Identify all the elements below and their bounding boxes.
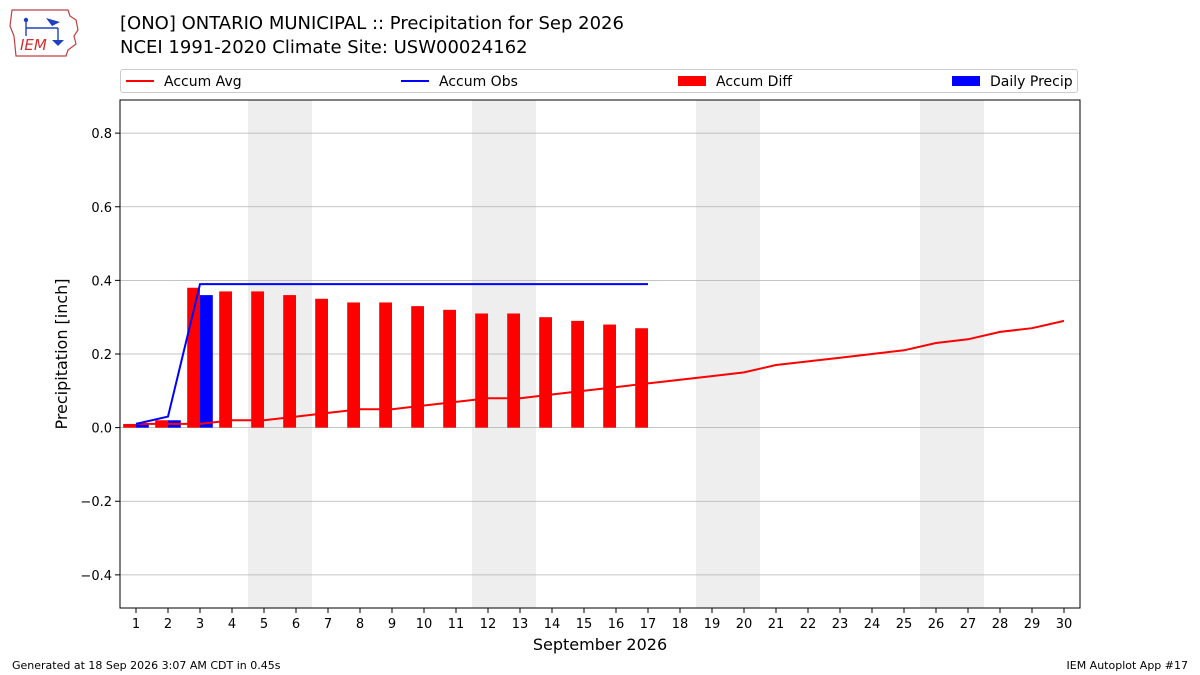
ytick-label-5: 0.6 — [91, 201, 112, 216]
xtick-label-26: 26 — [928, 617, 945, 632]
accum-diff-bar-10 — [411, 306, 424, 428]
accum-diff-bar-15 — [571, 320, 584, 428]
xtick-label-9: 9 — [388, 617, 396, 632]
legend-entry-accum-diff: Accum Diff — [678, 73, 792, 91]
x-axis-label: September 2026 — [533, 635, 667, 654]
xtick-label-11: 11 — [448, 617, 465, 632]
accum-diff-bar-6 — [283, 295, 296, 428]
accum-diff-bar-11 — [443, 309, 456, 428]
ytick-label-3: 0.2 — [91, 348, 112, 363]
xtick-label-7: 7 — [324, 617, 332, 632]
xtick-label-3: 3 — [196, 617, 204, 632]
generated-timestamp: Generated at 18 Sep 2026 3:07 AM CDT in … — [12, 659, 281, 672]
accum-diff-bar-4 — [219, 291, 232, 428]
accum-diff-bar-12 — [475, 313, 488, 428]
app-label: IEM Autoplot App #17 — [1066, 659, 1189, 672]
ytick-label-1: −0.2 — [80, 495, 112, 510]
xtick-label-5: 5 — [260, 617, 268, 632]
legend-swatch-accum-avg — [126, 80, 154, 82]
xtick-label-27: 27 — [960, 617, 977, 632]
xtick-label-25: 25 — [896, 617, 913, 632]
xtick-label-16: 16 — [608, 617, 625, 632]
iem-logo: IEM — [8, 6, 82, 60]
accum-diff-bar-13 — [507, 313, 520, 428]
legend-label-accum-obs: Accum Obs — [439, 74, 518, 90]
xtick-label-19: 19 — [704, 617, 721, 632]
xtick-label-15: 15 — [576, 617, 593, 632]
legend-swatch-accum-obs — [401, 80, 429, 82]
accum-diff-bar-17 — [635, 328, 648, 428]
xtick-label-4: 4 — [228, 617, 236, 632]
accum-avg-line — [136, 319, 1065, 425]
daily-precip-bar-1 — [136, 423, 149, 428]
xtick-label-8: 8 — [356, 617, 364, 632]
xtick-label-22: 22 — [800, 617, 817, 632]
xtick-label-17: 17 — [640, 617, 657, 632]
xtick-label-29: 29 — [1024, 617, 1041, 632]
xtick-label-13: 13 — [512, 617, 529, 632]
legend-swatch-daily-precip — [952, 76, 980, 86]
legend-entry-accum-avg: Accum Avg — [126, 73, 242, 91]
legend-entry-daily-precip: Daily Precip — [952, 73, 1073, 91]
xtick-label-23: 23 — [832, 617, 849, 632]
xtick-label-1: 1 — [132, 617, 140, 632]
legend-label-accum-avg: Accum Avg — [164, 74, 242, 90]
legend-entry-accum-obs: Accum Obs — [401, 73, 518, 91]
accum-diff-bar-1 — [123, 423, 136, 428]
accum-diff-bar-8 — [347, 302, 360, 428]
daily-precip-bar-3 — [200, 295, 213, 428]
xtick-label-21: 21 — [768, 617, 785, 632]
xtick-label-24: 24 — [864, 617, 881, 632]
accum-diff-bar-5 — [251, 291, 264, 428]
ytick-label-4: 0.4 — [91, 274, 112, 289]
ytick-label-6: 0.8 — [91, 127, 112, 142]
ytick-label-0: −0.4 — [80, 569, 112, 584]
ytick-label-2: 0.0 — [91, 422, 112, 437]
chart-title: [ONO] ONTARIO MUNICIPAL :: Precipitation… — [120, 13, 624, 34]
accum-diff-bar-9 — [379, 302, 392, 428]
accum-diff-bar-16 — [603, 324, 616, 428]
legend: Accum Avg Accum Obs Accum Diff Daily Pre… — [120, 69, 1078, 93]
xtick-label-6: 6 — [292, 617, 300, 632]
legend-label-accum-diff: Accum Diff — [716, 74, 793, 90]
xtick-label-12: 12 — [480, 617, 497, 632]
xtick-label-10: 10 — [416, 617, 433, 632]
xtick-label-18: 18 — [672, 617, 689, 632]
legend-swatch-accum-diff — [678, 76, 706, 86]
legend-label-daily-precip: Daily Precip — [990, 74, 1073, 90]
chart-subtitle: NCEI 1991-2020 Climate Site: USW00024162 — [120, 37, 528, 58]
xtick-label-20: 20 — [736, 617, 753, 632]
y-axis-label: Precipitation [inch] — [52, 278, 71, 429]
accum-diff-bar-14 — [539, 317, 552, 428]
logo-text: IEM — [20, 36, 47, 54]
accum-diff-bar-7 — [315, 298, 328, 428]
xtick-label-2: 2 — [164, 617, 172, 632]
accum-obs-line — [135, 283, 648, 425]
xtick-label-14: 14 — [544, 617, 561, 632]
xtick-label-28: 28 — [992, 617, 1009, 632]
xtick-label-30: 30 — [1056, 617, 1073, 632]
